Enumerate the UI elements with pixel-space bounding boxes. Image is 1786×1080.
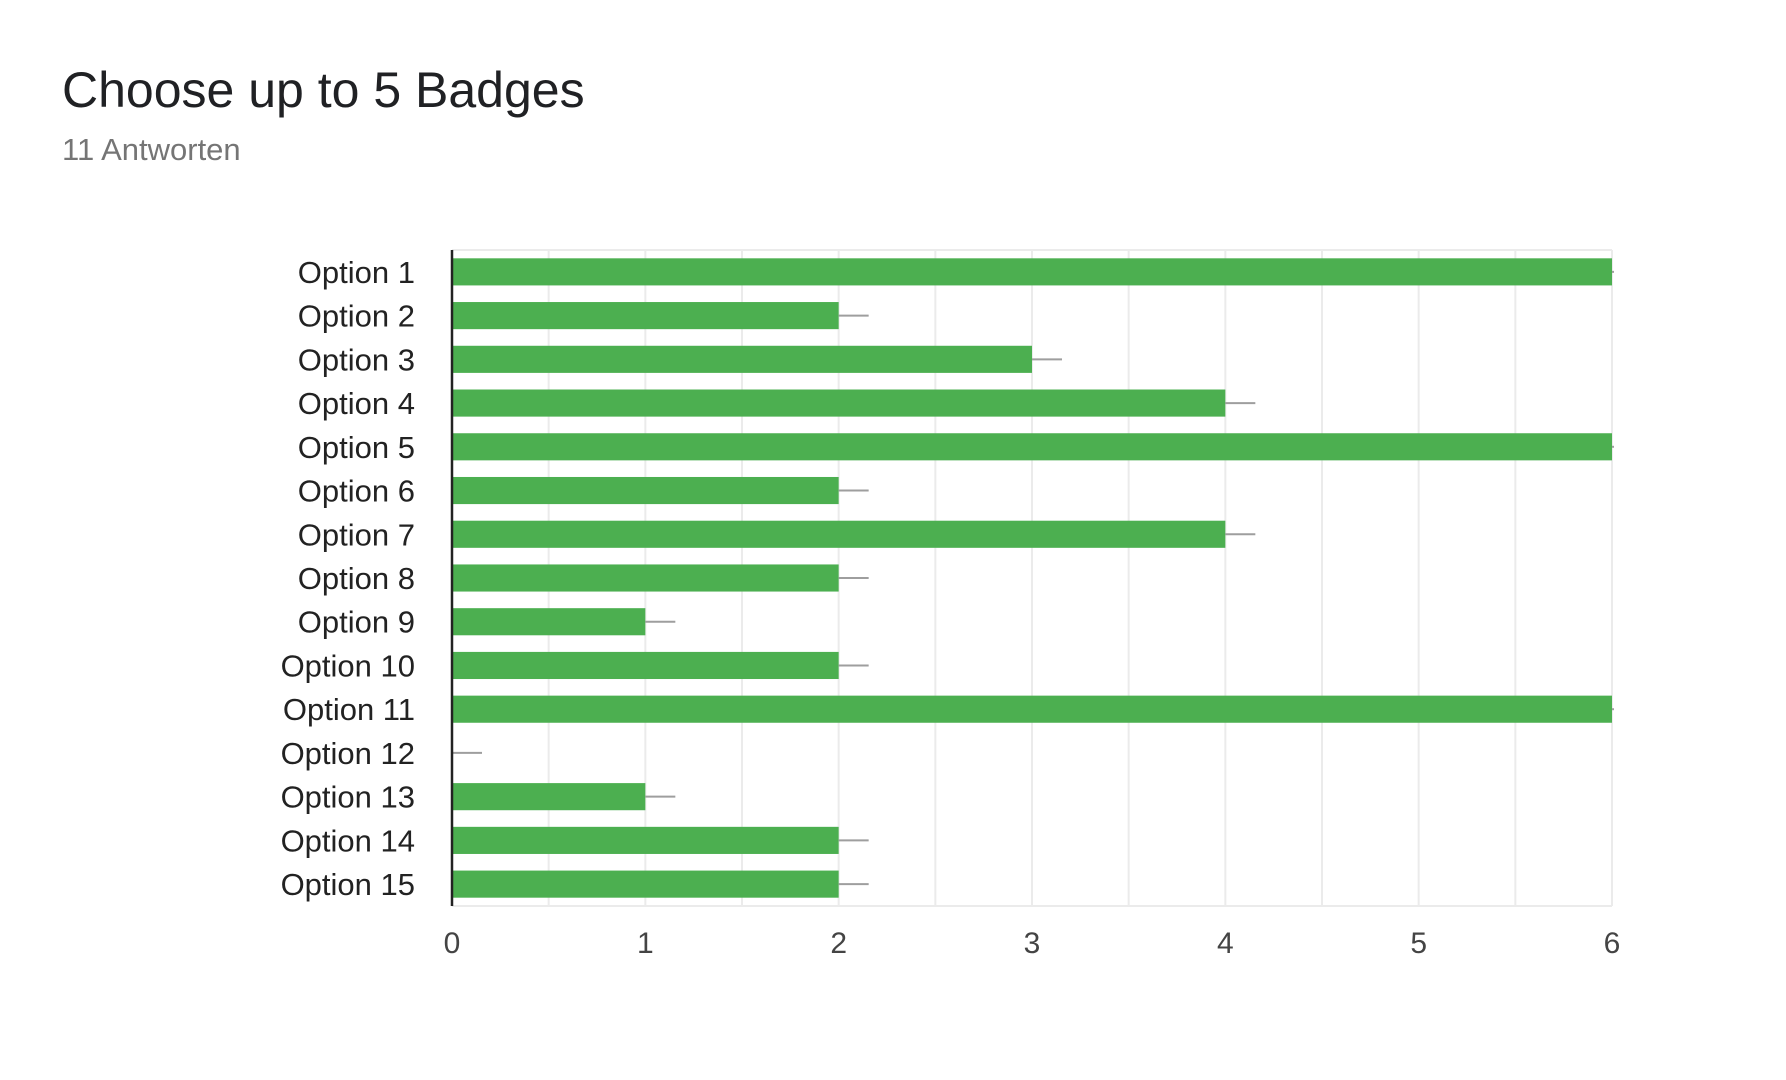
chart-title: Choose up to 5 Badges [62,62,585,118]
category-label: Option 1 [298,255,415,290]
chart-header: Choose up to 5 Badges 11 Antworten [62,60,585,168]
x-tick-label: 4 [1217,927,1234,960]
bar [452,695,1612,723]
bar [452,520,1226,548]
bar [452,564,839,592]
x-tick-label: 3 [1024,927,1041,960]
category-label: Option 2 [298,299,415,334]
bar [452,826,839,854]
x-tick-label: 6 [1604,927,1621,960]
category-label: Option 7 [298,517,415,552]
category-label: Option 10 [281,648,415,683]
bar [452,389,1226,417]
x-tick-label: 0 [444,927,461,960]
category-label: Option 14 [281,823,415,858]
bar [452,870,839,898]
category-label: Option 13 [281,780,415,815]
category-label: Option 15 [281,867,415,902]
category-label: Option 8 [298,561,415,596]
bar [452,433,1612,461]
category-label: Option 12 [281,736,415,771]
bar [452,476,839,505]
bar [452,651,839,680]
category-label: Option 11 [283,692,415,727]
x-tick-label: 2 [830,927,847,960]
bar [452,258,1612,286]
category-label: Option 4 [298,386,415,421]
x-tick-label: 5 [1410,927,1427,960]
bar [452,302,839,330]
x-tick-label: 1 [637,927,654,960]
category-label: Option 9 [298,605,415,640]
bar [452,345,1032,373]
category-label: Option 3 [298,342,415,377]
bar [452,608,646,636]
category-label: Option 6 [298,474,415,509]
bar [452,783,646,811]
response-count: 11 Antworten [62,132,241,167]
category-label: Option 5 [298,430,415,465]
